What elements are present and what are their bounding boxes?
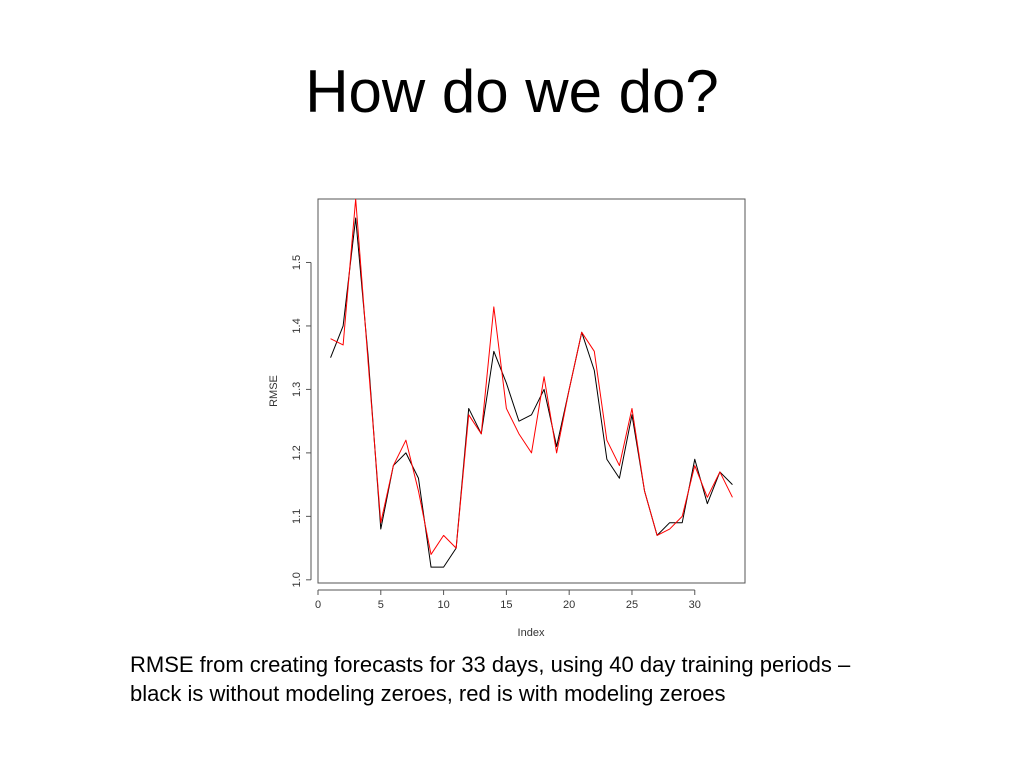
- caption-line-2: black is without modeling zeroes, red is…: [130, 681, 726, 706]
- x-tick-label: 5: [378, 599, 384, 611]
- y-tick-label: 1.1: [291, 509, 303, 524]
- x-tick-label: 15: [500, 599, 512, 611]
- x-axis-label: Index: [518, 627, 545, 639]
- series-line-black: [330, 217, 733, 568]
- series-line-red: [330, 199, 733, 555]
- x-tick-label: 0: [315, 599, 321, 611]
- slide-caption: RMSE from creating forecasts for 33 days…: [130, 650, 990, 708]
- y-tick-label: 1.2: [291, 445, 303, 460]
- caption-line-1: RMSE from creating forecasts for 33 days…: [130, 652, 851, 677]
- x-axis: 0 5 10 15 20 25 30: [315, 589, 701, 611]
- y-tick-label: 1.0: [291, 572, 303, 587]
- x-tick-label: 25: [626, 599, 638, 611]
- y-tick-label: 1.4: [291, 318, 303, 333]
- y-axis-label: RMSE: [268, 375, 280, 407]
- series-layer: [330, 199, 733, 568]
- x-tick-label: 10: [437, 599, 449, 611]
- x-tick-label: 30: [689, 599, 701, 611]
- x-tick-label: 20: [563, 599, 575, 611]
- y-axis: 1.0 1.1 1.2 1.3 1.4 1.5: [291, 255, 312, 587]
- y-tick-label: 1.5: [291, 255, 303, 270]
- slide-title: How do we do?: [305, 58, 719, 125]
- y-tick-label: 1.3: [291, 382, 303, 397]
- plot-frame: [317, 198, 746, 584]
- rmse-line-chart: 0 5 10 15 20 25 30 1.0 1.1 1.2 1.3 1.4 1.5 Index RM…: [268, 198, 746, 639]
